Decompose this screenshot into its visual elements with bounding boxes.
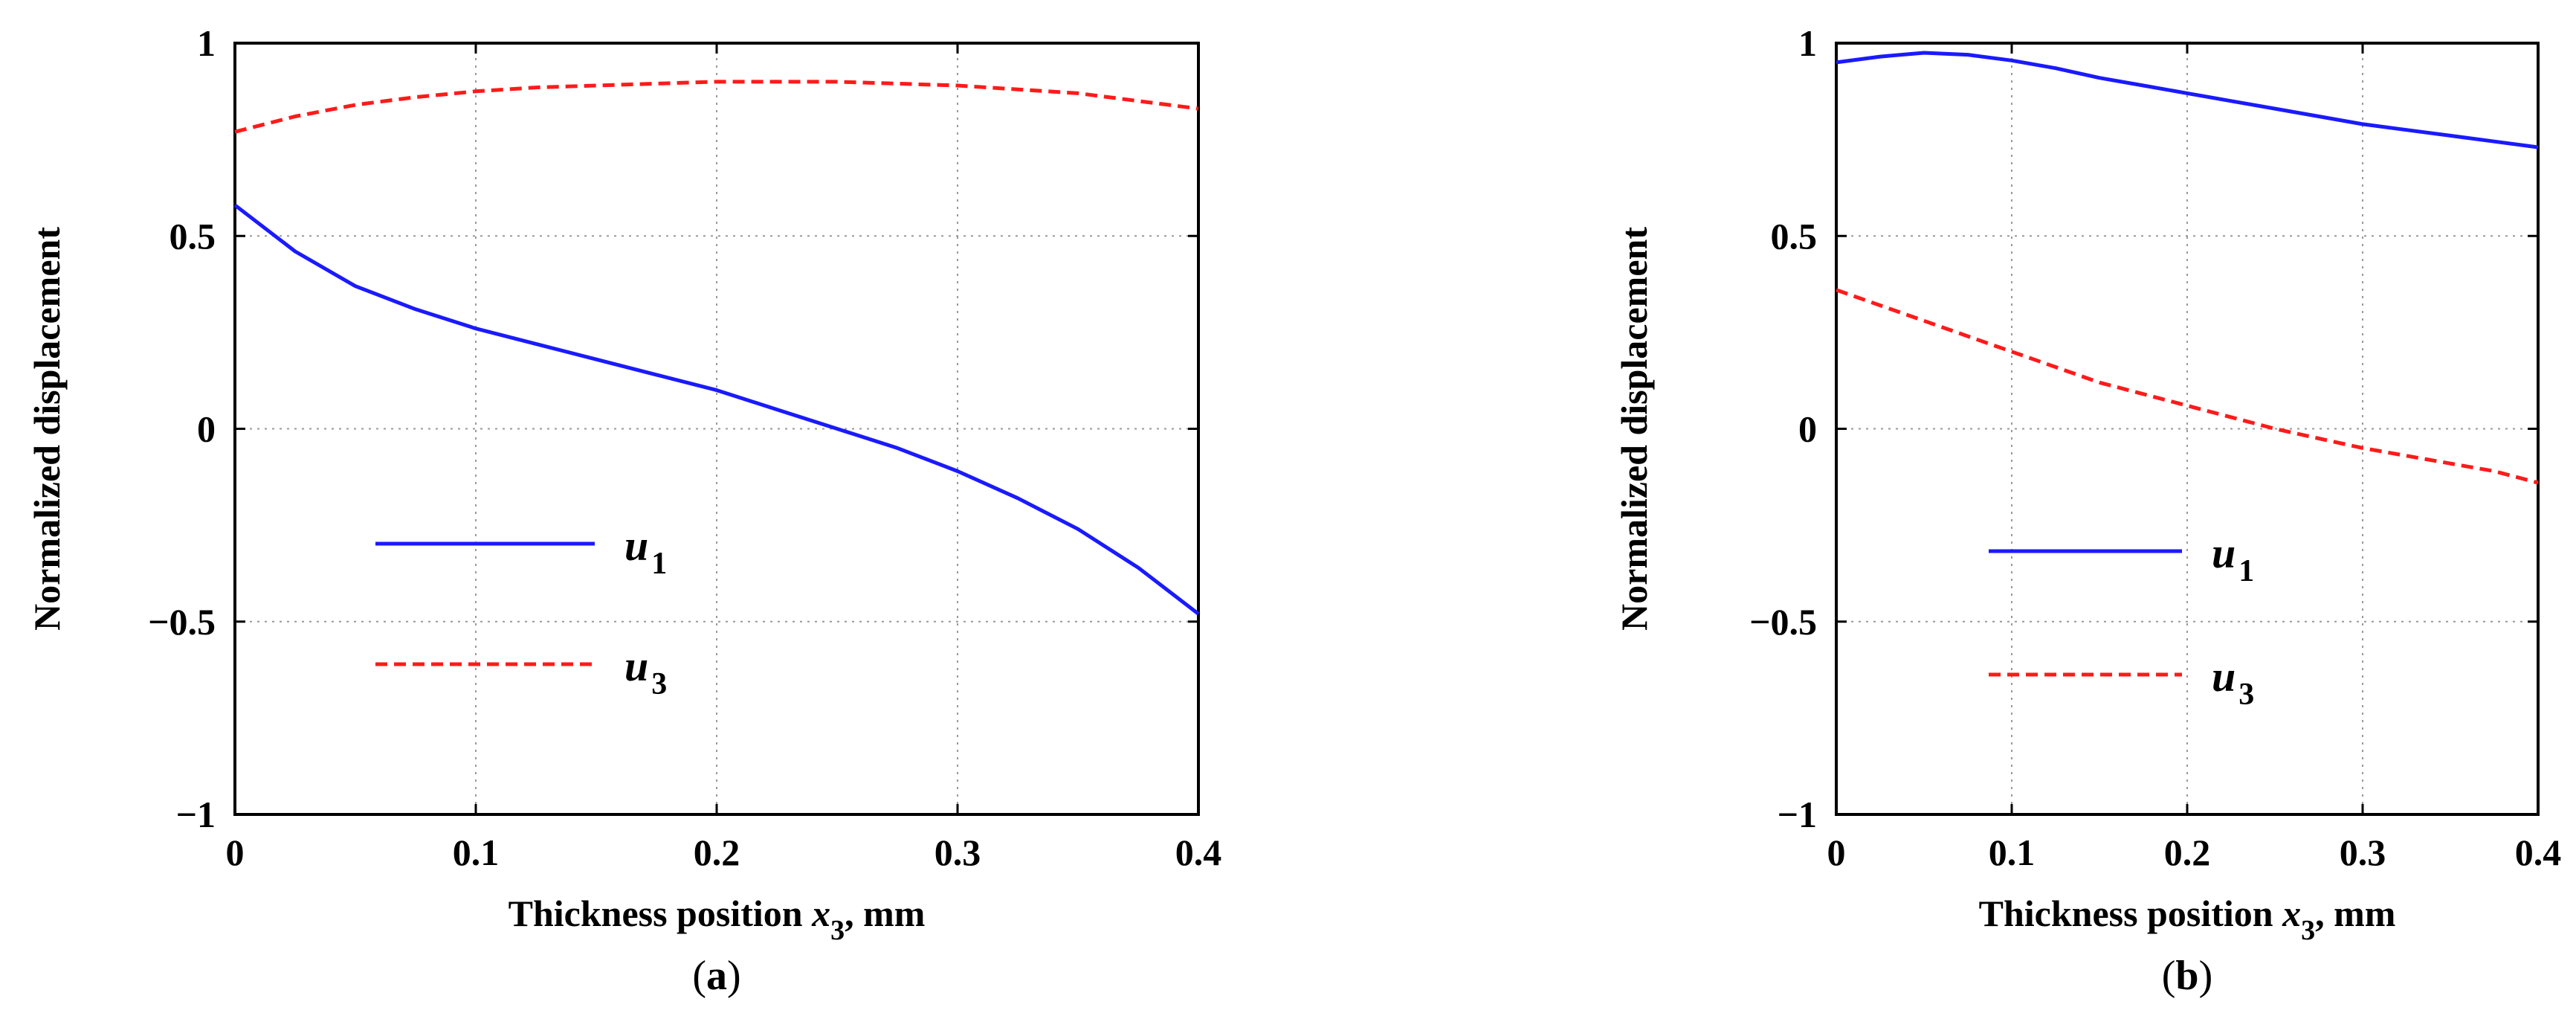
series-line-u1 [233, 203, 1200, 616]
legend-var: u [624, 642, 648, 690]
caption-letter: a [706, 953, 727, 999]
legend-subscript: 1 [2238, 554, 2254, 588]
series-line-u3 [234, 80, 1199, 134]
caption-letter: b [2175, 953, 2198, 999]
y-axis-label: Normalized displacement [1613, 227, 1655, 631]
y-tick-label: 0 [1798, 408, 1817, 450]
x-axis-label-sub: 3 [830, 915, 845, 946]
y-tick-label: −0.5 [1749, 601, 1817, 643]
y-tick-label: 0 [197, 408, 216, 450]
y-tick-label: −1 [176, 794, 216, 835]
x-axis-label-text: Thickness position [509, 893, 812, 934]
legend-subscript: 3 [651, 667, 667, 701]
x-tick-label: 0.2 [694, 832, 740, 873]
x-tick-label: 0.2 [2164, 832, 2211, 873]
legend-label-u1: u1 [624, 521, 667, 581]
x-axis-label-var: x [2282, 893, 2301, 934]
legend-label-u3: u3 [624, 642, 667, 701]
legend-subscript: 3 [2238, 678, 2254, 712]
x-tick-label: 0.4 [2515, 832, 2562, 873]
x-axis-label-unit: , mm [2315, 893, 2395, 934]
y-tick-label: −0.5 [148, 601, 216, 643]
y-tick-label: 1 [1798, 22, 1817, 64]
x-tick-label: 0.1 [453, 832, 500, 873]
x-tick-label: 0.3 [934, 832, 981, 873]
x-axis-label: Thickness position x3, mm [509, 893, 926, 946]
y-tick-label: 0.5 [1771, 215, 1818, 257]
panel-caption: (b) [2162, 953, 2212, 999]
x-tick-label: 0.1 [1989, 832, 2036, 873]
x-tick-label: 0 [226, 832, 245, 873]
x-axis-label-sub: 3 [2301, 915, 2315, 946]
caption-open: ( [692, 953, 706, 999]
caption-close: ) [2199, 953, 2213, 999]
legend-var: u [2212, 529, 2236, 577]
x-tick-label: 0 [1827, 832, 1846, 873]
legend-subscript: 1 [651, 547, 667, 581]
legend-var: u [624, 521, 648, 570]
x-axis-label-text: Thickness position [1979, 893, 2282, 934]
x-axis-label-var: x [811, 893, 830, 934]
legend-label-u1: u1 [2212, 529, 2254, 588]
y-tick-label: 1 [197, 22, 216, 64]
legend-label-u3: u3 [2212, 652, 2254, 712]
y-tick-label: 0.5 [170, 215, 216, 257]
panel-caption: (a) [692, 953, 740, 999]
caption-close: ) [727, 953, 741, 999]
y-tick-label: −1 [1778, 794, 1818, 835]
legend-var: u [2212, 652, 2236, 701]
x-tick-label: 0.3 [2340, 832, 2386, 873]
x-axis-label-unit: , mm [845, 893, 925, 934]
x-axis-label: Thickness position x3, mm [1979, 893, 2396, 946]
series-line-u1 [1836, 51, 2539, 149]
caption-open: ( [2162, 953, 2176, 999]
y-axis-label: Normalized displacement [26, 227, 68, 631]
x-tick-label: 0.4 [1175, 832, 1222, 873]
